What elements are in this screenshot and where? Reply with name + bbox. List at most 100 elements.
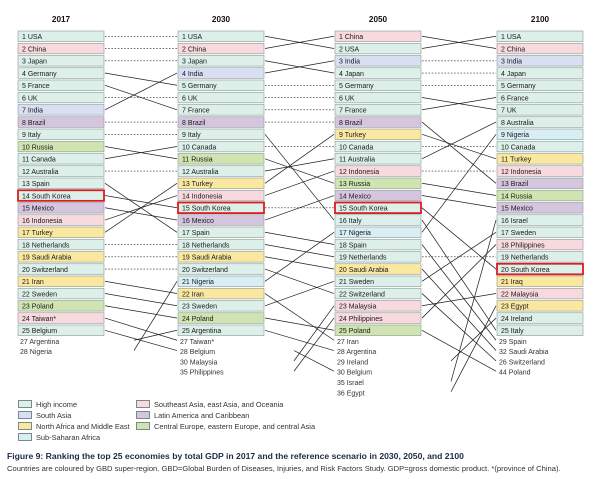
connector-australia-2030-2050 xyxy=(264,158,335,172)
extra-label-2050-iran: 27 Iran xyxy=(337,339,359,346)
connector-australia-2050-2100 xyxy=(421,121,497,160)
connector-israel-2050-2100 xyxy=(450,219,497,382)
connector-belgium-2030-2050 xyxy=(293,350,335,372)
rank-label-2017-canada: 11 Canada xyxy=(22,157,56,164)
rank-box-2017-iran xyxy=(17,275,105,287)
rank-label-2100-egypt: 23 Egypt xyxy=(501,304,529,311)
rank-label-2100-italy: 25 Italy xyxy=(501,328,524,335)
connector-iran-2017-2030 xyxy=(104,280,178,294)
rank-label-2017-south-korea: 14 South Korea xyxy=(22,193,71,200)
connector-brazil-2050-2100 xyxy=(421,121,497,184)
connector-nigeria-2050-2100 xyxy=(421,134,497,233)
rank-label-2100-netherlands: 19 Netherlands xyxy=(501,255,549,262)
rank-box-2017-india xyxy=(17,104,105,116)
rank-label-2017-japan: 3 Japan xyxy=(22,59,47,66)
rank-box-2050-italy xyxy=(334,214,422,226)
rank-label-2017-indonesia: 16 Indonesia xyxy=(22,218,62,225)
rank-box-2100-iraq xyxy=(496,275,584,287)
rank-box-2100-italy xyxy=(496,324,584,336)
connector-mexico-2050-2100 xyxy=(421,195,497,209)
connector-poland-2030-2050 xyxy=(264,317,335,331)
connector-france-2050-2100 xyxy=(421,97,497,111)
rank-label-2100-germany: 5 Germany xyxy=(501,83,536,90)
rank-box-2030-indonesia xyxy=(177,189,265,202)
year-header-2030: 2030 xyxy=(212,15,231,24)
rank-label-2050-sweden: 21 Sweden xyxy=(339,279,374,286)
legend-item-latin-america-and-caribbean: Latin America and Caribbean xyxy=(136,411,249,420)
rank-label-2030-germany: 5 Germany xyxy=(182,83,217,90)
rank-label-2100-iraq: 21 Iraq xyxy=(501,279,523,286)
rank-box-2017-usa xyxy=(17,30,105,42)
rank-box-2100-brazil xyxy=(496,177,584,189)
rank-label-2030-spain: 17 Spain xyxy=(182,230,210,237)
rank-box-2050-germany xyxy=(334,79,422,91)
rank-box-2017-russia xyxy=(17,140,105,153)
rank-label-2030-canada: 10 Canada xyxy=(182,144,216,151)
rank-box-2050-philippines xyxy=(334,312,422,324)
rank-box-2050-poland xyxy=(334,324,422,336)
rank-label-2017-india: 7 India xyxy=(22,108,43,115)
legend-item-high-income: High income xyxy=(18,400,77,409)
rank-box-2017-uk xyxy=(17,91,105,104)
rank-label-2017-belgium: 25 Belgium xyxy=(22,328,57,335)
legend-label: High income xyxy=(36,400,78,409)
rank-box-2030-italy xyxy=(177,128,265,140)
rank-label-2017-spain: 13 Spain xyxy=(22,181,50,188)
figure-caption: Figure 9: Ranking the top 25 economies b… xyxy=(7,451,597,473)
connector-poland-2017-2030 xyxy=(104,305,178,319)
rank-label-2017-saudi-arabia: 19 Saudi Arabia xyxy=(22,255,72,262)
connector-sweden-2030-2050 xyxy=(264,280,335,307)
rank-label-2017-china: 2 China xyxy=(22,46,46,53)
rank-label-2030-japan: 3 Japan xyxy=(182,59,207,66)
rank-label-2050-usa: 2 USA xyxy=(339,46,360,53)
rank-box-2100-uk xyxy=(496,104,584,116)
rank-box-2017-sweden xyxy=(17,287,105,300)
rank-box-2017-japan xyxy=(17,55,105,67)
rank-box-2100-egypt xyxy=(496,300,584,312)
year-header-2100: 2100 xyxy=(531,15,550,24)
rank-box-2017-saudi-arabia xyxy=(17,251,105,263)
rank-box-2050-turkey xyxy=(334,128,422,140)
connector-turkey-2017-2030 xyxy=(104,182,178,233)
rank-box-2100-india xyxy=(496,55,584,67)
legend-label: Southeast Asia, east Asia, and Oceania xyxy=(154,400,284,409)
rank-box-2050-china xyxy=(334,30,422,42)
connector-india-2017-2030 xyxy=(104,72,178,111)
rank-box-2030-poland xyxy=(177,312,265,324)
legend-label: Sub-Saharan Africa xyxy=(36,433,101,442)
rank-label-2100-indonesia: 12 Indonesia xyxy=(501,169,541,176)
rank-label-2030-switzerland: 20 Switzerland xyxy=(182,267,228,274)
rank-label-2100-uk: 7 UK xyxy=(501,108,517,115)
rank-box-2050-uk xyxy=(334,91,422,104)
rank-box-2050-australia xyxy=(334,153,422,165)
connector-italy-2050-2100 xyxy=(421,219,497,331)
rank-box-2030-brazil xyxy=(177,116,265,128)
rank-box-2050-usa xyxy=(334,42,422,55)
rank-label-2030-italy: 9 Italy xyxy=(182,132,201,139)
legend-label: South Asia xyxy=(36,411,72,420)
rank-box-2030-russia xyxy=(177,153,265,165)
rank-box-2100-indonesia xyxy=(496,165,584,177)
rank-box-2017-australia xyxy=(17,165,105,177)
legend-swatch xyxy=(18,400,32,408)
rank-box-2017-turkey xyxy=(17,226,105,238)
rank-label-2050-south-korea: 15 South Korea xyxy=(339,206,388,213)
rank-label-2030-brazil: 8 Brazil xyxy=(182,120,206,127)
rank-label-2050-japan: 4 Japan xyxy=(339,71,364,78)
legend-swatch xyxy=(18,422,32,430)
extra-label-2030-belgium: 28 Belgium xyxy=(180,349,215,356)
connector-russia-2030-2050 xyxy=(264,158,335,184)
ranking-chart: 2017 1 USA 2 China 3 Japan 4 Germany 5 France… xyxy=(17,15,584,397)
rank-box-2100-nigeria xyxy=(496,128,584,140)
rank-box-2030-japan xyxy=(177,55,265,67)
rank-box-2017-belgium xyxy=(17,324,105,336)
rank-label-2050-canada: 10 Canada xyxy=(339,144,373,151)
connector-mexico-2017-2030 xyxy=(104,207,178,221)
rank-label-2050-russia: 13 Russia xyxy=(339,181,370,188)
connector-turkey-2030-2050 xyxy=(264,133,335,184)
legend-swatch xyxy=(18,433,32,441)
rank-box-2100-russia xyxy=(496,189,584,202)
rank-label-2050-mexico: 14 Mexico xyxy=(339,193,371,200)
year-header-2017: 2017 xyxy=(52,15,71,24)
